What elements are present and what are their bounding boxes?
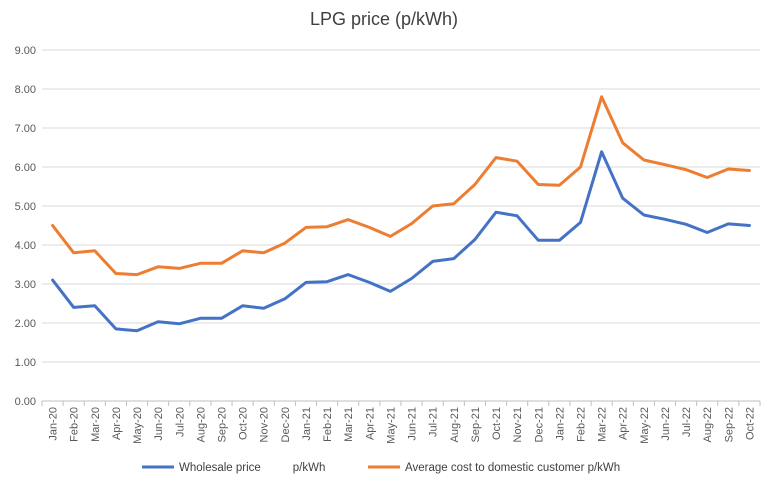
x-tick-label: May-21 [385,407,397,444]
y-tick-label: 7.00 [15,123,36,135]
x-tick-label: Apr-20 [111,407,123,440]
x-axis-tick-labels: Jan-20 Feb-20 Mar-20 Apr-20 May-20 Jun-20 Jul-… [48,407,757,444]
x-tick-label: Feb-22 [576,407,588,442]
y-tick-label: 2.00 [15,318,36,330]
x-tick-label: Jun-20 [153,407,165,441]
y-tick-label: 0.00 [15,396,36,408]
chart-title: LPG price (p/kWh) [310,9,458,29]
legend: Wholesale price p/kWh Average cost to dom… [142,462,620,474]
x-tick-label: Apr-22 [618,407,630,440]
series-line-1 [51,150,751,333]
y-tick-label: 1.00 [15,357,36,369]
x-tick-label: Oct-20 [238,407,250,440]
y-tick-label: 5.00 [15,201,36,213]
x-tick-label: Aug-21 [449,407,461,442]
y-tick-label: 3.00 [15,279,36,291]
y-tick-label: 6.00 [15,162,36,174]
x-tick-label: Nov-21 [512,407,524,442]
x-tick-label: Jan-21 [301,407,313,441]
x-tick-label: Jul-21 [428,407,440,437]
x-tick-label: Mar-21 [343,407,355,442]
x-tick-label: May-22 [639,407,651,444]
x-tick-label: May-20 [132,407,144,444]
x-tick-label: Jan-22 [554,407,566,441]
x-tick-label: Mar-20 [90,407,102,442]
gridlines [41,49,761,406]
legend-label: Average cost to domestic customer p/kWh [405,462,620,474]
x-tick-label: Jul-20 [174,407,186,437]
x-tick-label: Feb-20 [69,407,81,442]
y-tick-label: 4.00 [15,240,36,252]
x-tick-label: Apr-21 [364,407,376,440]
x-tick-label: Sep-21 [470,407,482,442]
x-tick-label: Oct-21 [491,407,503,440]
x-tick-label: Jan-20 [48,407,60,441]
x-tick-label: Dec-21 [533,407,545,442]
x-tick-label: Dec-20 [280,407,292,442]
x-tick-label: Jul-22 [681,407,693,437]
y-tick-label: 9.00 [15,45,36,57]
x-tick-label: Aug-22 [702,407,714,442]
legend-label: Wholesale price p/kWh [179,462,325,474]
series-line-2 [51,95,751,277]
x-tick-label: Mar-22 [597,407,609,442]
x-tick-label: Feb-21 [322,407,334,442]
x-tick-label: Nov-20 [259,407,271,442]
x-tick-label: Oct-22 [744,407,756,440]
y-axis-tick-labels: 0.00 1.00 2.00 3.00 4.00 5.00 6.00 7.00 8.00 9.00 [15,45,36,408]
y-tick-label: 8.00 [15,84,36,96]
x-tick-label: Jun-21 [407,407,419,441]
x-tick-label: Jun-22 [660,407,672,441]
x-tick-label: Sep-20 [217,407,229,442]
series-lines [51,95,751,333]
x-tick-label: Aug-20 [195,407,207,442]
x-tick-label: Sep-22 [723,407,735,442]
